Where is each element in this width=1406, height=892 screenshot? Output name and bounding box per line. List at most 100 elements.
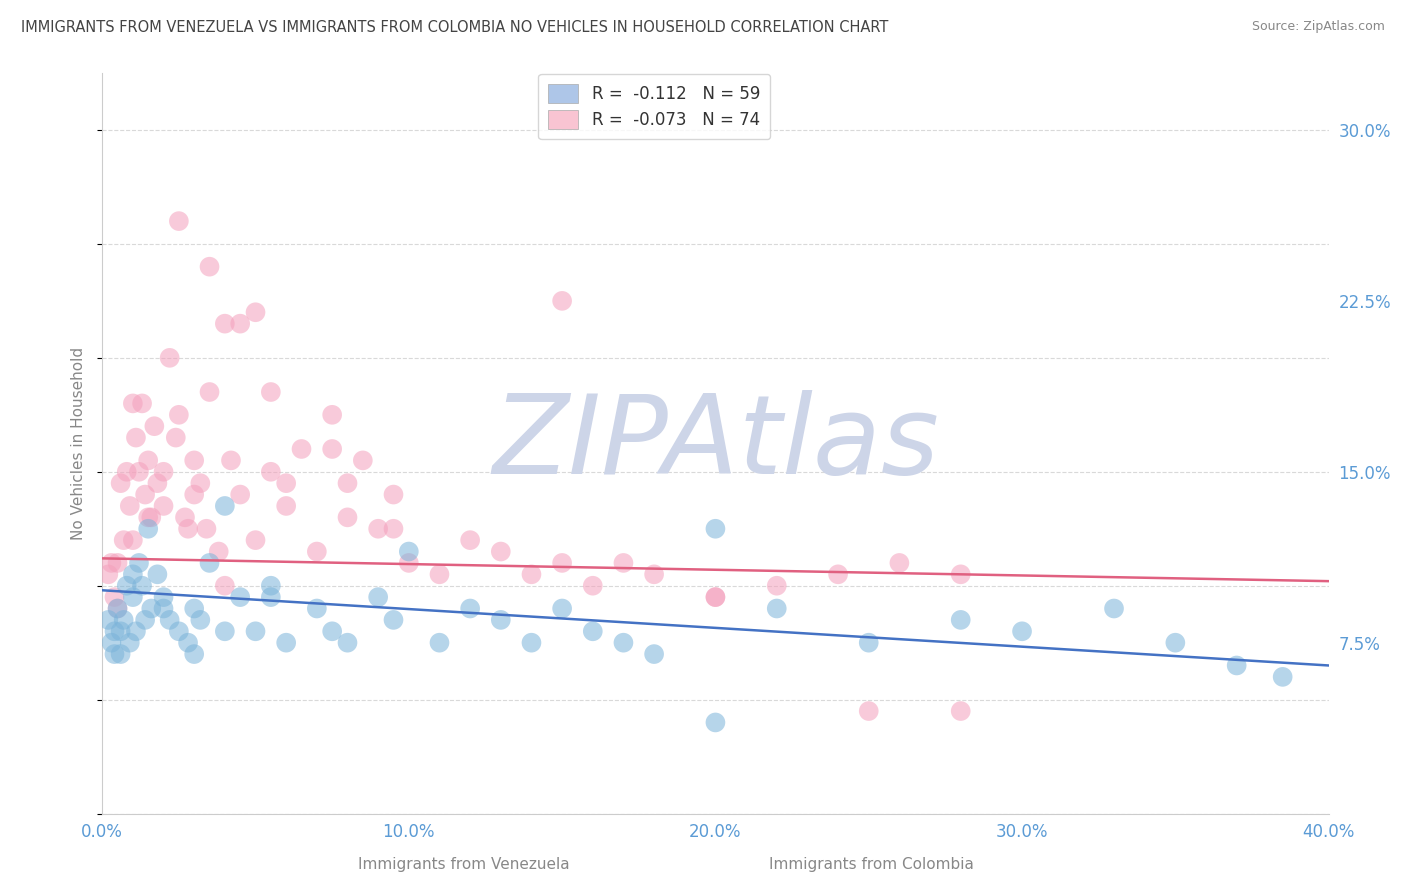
Point <box>167 408 190 422</box>
Point <box>136 522 159 536</box>
Point <box>214 579 236 593</box>
Point <box>643 647 665 661</box>
Point <box>122 533 145 548</box>
Point <box>245 305 267 319</box>
Point <box>141 601 163 615</box>
Point <box>398 556 420 570</box>
Point <box>520 635 543 649</box>
Point <box>520 567 543 582</box>
Point <box>198 260 221 274</box>
Point <box>118 635 141 649</box>
Point <box>177 635 200 649</box>
Point <box>159 351 181 365</box>
Point <box>260 579 283 593</box>
Point <box>167 214 190 228</box>
Point <box>125 431 148 445</box>
Point <box>146 567 169 582</box>
Point <box>458 601 481 615</box>
Point <box>183 601 205 615</box>
Point <box>612 556 634 570</box>
Point <box>229 487 252 501</box>
Point <box>889 556 911 570</box>
Point <box>136 510 159 524</box>
Point <box>107 601 129 615</box>
Point <box>188 613 211 627</box>
Point <box>122 590 145 604</box>
Point <box>128 556 150 570</box>
Point <box>103 647 125 661</box>
Point <box>100 556 122 570</box>
Point <box>152 590 174 604</box>
Point <box>229 317 252 331</box>
Point <box>159 613 181 627</box>
Point <box>198 384 221 399</box>
Point <box>219 453 242 467</box>
Point <box>489 613 512 627</box>
Point <box>115 579 138 593</box>
Point <box>352 453 374 467</box>
Point <box>136 453 159 467</box>
Point <box>141 510 163 524</box>
Text: Immigrants from Venezuela: Immigrants from Venezuela <box>359 857 569 872</box>
Point <box>305 601 328 615</box>
Point <box>229 590 252 604</box>
Point <box>97 613 120 627</box>
Point <box>321 624 343 639</box>
Point <box>183 647 205 661</box>
Point <box>827 567 849 582</box>
Point <box>115 465 138 479</box>
Point <box>551 556 574 570</box>
Point <box>276 499 298 513</box>
Point <box>110 624 132 639</box>
Point <box>134 613 156 627</box>
Point <box>305 544 328 558</box>
Point <box>118 499 141 513</box>
Point <box>174 510 197 524</box>
Point <box>245 624 267 639</box>
Point <box>367 522 389 536</box>
Point <box>612 635 634 649</box>
Text: Source: ZipAtlas.com: Source: ZipAtlas.com <box>1251 20 1385 33</box>
Point <box>131 579 153 593</box>
Point <box>336 635 359 649</box>
Point <box>214 624 236 639</box>
Point <box>152 465 174 479</box>
Point <box>949 567 972 582</box>
Legend: R =  -0.112   N = 59, R =  -0.073   N = 74: R = -0.112 N = 59, R = -0.073 N = 74 <box>538 74 770 139</box>
Point <box>112 613 135 627</box>
Point <box>276 476 298 491</box>
Point <box>100 635 122 649</box>
Point <box>321 408 343 422</box>
Point <box>489 544 512 558</box>
Point <box>949 704 972 718</box>
Point <box>112 533 135 548</box>
Text: ZIPAtlas: ZIPAtlas <box>492 390 939 497</box>
Point <box>183 453 205 467</box>
Point <box>1271 670 1294 684</box>
Point <box>367 590 389 604</box>
Point <box>167 624 190 639</box>
Point <box>260 384 283 399</box>
Point <box>1102 601 1125 615</box>
Point <box>336 510 359 524</box>
Point <box>122 396 145 410</box>
Point <box>128 465 150 479</box>
Point <box>858 635 880 649</box>
Point <box>107 556 129 570</box>
Point <box>382 522 405 536</box>
Point <box>143 419 166 434</box>
Point <box>704 715 727 730</box>
Point <box>382 613 405 627</box>
Point <box>1226 658 1249 673</box>
Point <box>382 487 405 501</box>
Point <box>858 704 880 718</box>
Point <box>188 476 211 491</box>
Y-axis label: No Vehicles in Household: No Vehicles in Household <box>72 347 86 540</box>
Point <box>551 293 574 308</box>
Point <box>429 567 451 582</box>
Point <box>125 624 148 639</box>
Point <box>260 465 283 479</box>
Point <box>336 476 359 491</box>
Point <box>195 522 218 536</box>
Point <box>110 647 132 661</box>
